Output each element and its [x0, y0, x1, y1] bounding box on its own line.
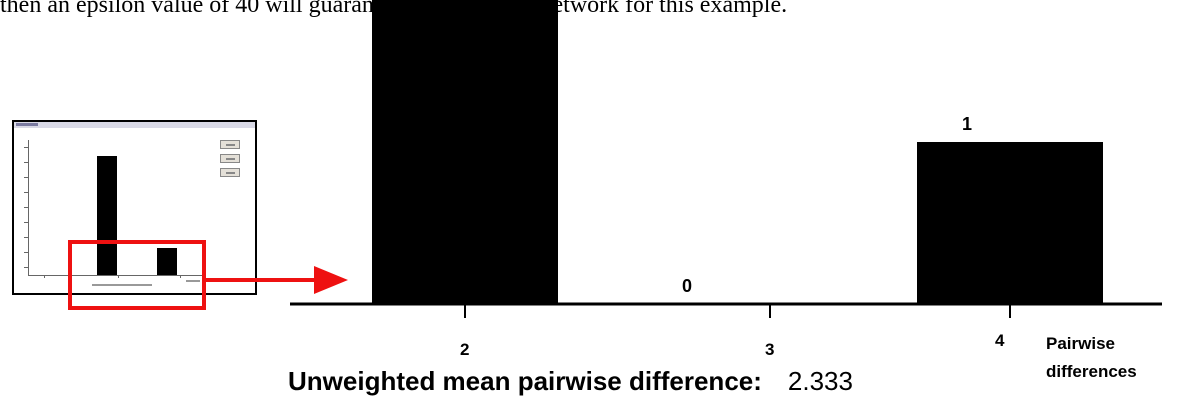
- chart-window-thumbnail: [12, 120, 257, 295]
- data-label-4: 1: [962, 114, 972, 134]
- bar-4: [917, 142, 1103, 304]
- data-label-3: 0: [682, 276, 692, 296]
- thumbnail-bar: [157, 248, 177, 275]
- x-axis-label-line2: differences: [1046, 362, 1137, 381]
- pointer-arrow-line: [206, 278, 316, 282]
- thumbnail-button: [220, 154, 240, 163]
- mean-label: Unweighted mean pairwise difference:: [288, 366, 762, 396]
- thumbnail-titlebar: [14, 122, 255, 128]
- x-axis-label-line1: Pairwise: [1046, 334, 1115, 353]
- mean-pairwise-difference: Unweighted mean pairwise difference: 2.33…: [288, 366, 853, 396]
- bar-2: [372, 0, 558, 304]
- thumbnail-bar: [97, 156, 117, 275]
- thumbnail-button: [220, 140, 240, 149]
- highlight-box: [68, 240, 206, 310]
- x-tick-label: 4: [995, 331, 1005, 350]
- pointer-arrow-head: [314, 266, 348, 294]
- thumbnail-y-axis: [28, 140, 29, 275]
- x-tick-label: 2: [460, 340, 469, 359]
- thumbnail-caption: [92, 284, 152, 286]
- thumbnail-x-axis: [28, 275, 206, 276]
- mean-value: 2.333: [787, 366, 853, 396]
- thumbnail-axis-label: [186, 280, 200, 282]
- thumbnail-button: [220, 168, 240, 177]
- x-tick-label: 3: [765, 340, 774, 359]
